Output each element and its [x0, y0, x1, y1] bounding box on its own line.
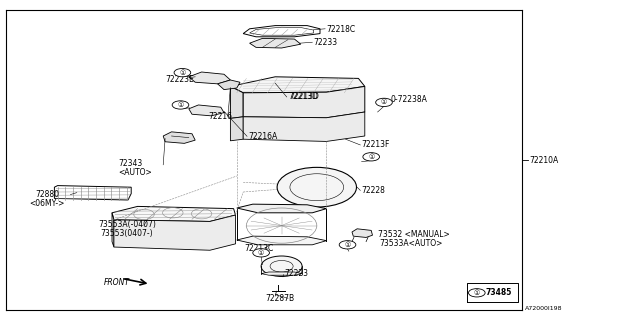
Polygon shape: [112, 213, 114, 247]
Circle shape: [174, 68, 191, 77]
Text: <06MY->: <06MY->: [29, 199, 64, 208]
Polygon shape: [112, 206, 236, 221]
Text: 72213D: 72213D: [289, 92, 319, 100]
Text: 72213F: 72213F: [362, 140, 390, 148]
Text: 72287B: 72287B: [266, 294, 295, 303]
Text: A72000I198: A72000I198: [525, 306, 563, 311]
Circle shape: [468, 289, 485, 297]
Polygon shape: [250, 38, 301, 48]
Polygon shape: [54, 186, 131, 200]
Text: 72343: 72343: [118, 159, 143, 168]
Text: 73532 <MANUAL>: 73532 <MANUAL>: [378, 230, 449, 239]
Polygon shape: [230, 86, 243, 118]
Text: ①: ①: [368, 154, 374, 160]
Polygon shape: [237, 204, 326, 213]
Circle shape: [253, 249, 269, 257]
Text: ①: ①: [258, 250, 264, 256]
Polygon shape: [218, 80, 240, 90]
Polygon shape: [230, 117, 243, 141]
Text: 72228: 72228: [362, 186, 385, 195]
Text: 72218C: 72218C: [326, 25, 356, 34]
Text: ①: ①: [177, 102, 184, 108]
Text: 72223: 72223: [285, 269, 309, 278]
Text: 72213C: 72213C: [244, 244, 274, 253]
Circle shape: [376, 98, 392, 107]
Polygon shape: [237, 236, 326, 245]
Text: 72213D: 72213D: [288, 92, 318, 100]
Text: ①: ①: [344, 242, 351, 248]
Circle shape: [261, 256, 302, 276]
Polygon shape: [230, 77, 365, 93]
Text: 72223E: 72223E: [165, 75, 194, 84]
Text: 73553A(-0407): 73553A(-0407): [98, 220, 156, 229]
Text: FRONT: FRONT: [104, 278, 130, 287]
Text: 73533A<AUTO>: 73533A<AUTO>: [380, 239, 443, 248]
Circle shape: [339, 241, 356, 249]
Circle shape: [363, 153, 380, 161]
Text: 72216: 72216: [208, 112, 232, 121]
Text: 73485: 73485: [485, 288, 511, 297]
Polygon shape: [163, 132, 195, 143]
Text: 0-72238A: 0-72238A: [390, 95, 428, 104]
Text: <AUTO>: <AUTO>: [118, 168, 152, 177]
Polygon shape: [261, 272, 302, 275]
Text: 72880: 72880: [35, 190, 60, 199]
Polygon shape: [352, 229, 372, 237]
Polygon shape: [243, 112, 365, 141]
Text: ①: ①: [381, 100, 387, 105]
Text: 72210A: 72210A: [529, 156, 559, 164]
Text: 72216A: 72216A: [248, 132, 278, 141]
Text: 73553(0407-): 73553(0407-): [100, 229, 152, 238]
Polygon shape: [114, 215, 236, 250]
Circle shape: [277, 167, 356, 207]
Polygon shape: [243, 86, 365, 118]
Circle shape: [172, 101, 189, 109]
Text: 72233: 72233: [314, 38, 338, 47]
Text: ①: ①: [474, 290, 480, 296]
Text: ①: ①: [179, 70, 186, 76]
Polygon shape: [243, 26, 320, 37]
Polygon shape: [189, 72, 230, 84]
Polygon shape: [189, 105, 224, 116]
